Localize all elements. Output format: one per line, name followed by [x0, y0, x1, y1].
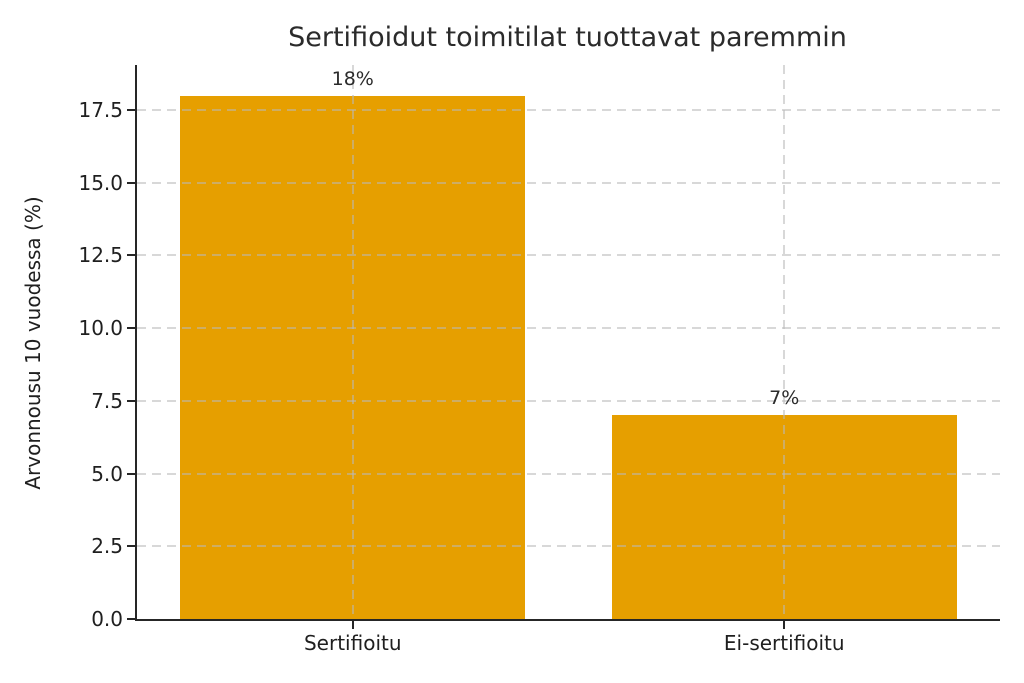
y-tick-mark: [127, 254, 135, 257]
y-tick-label: 5.0: [91, 461, 123, 486]
v-gridline: [351, 65, 354, 619]
y-tick-label: 2.5: [91, 534, 123, 559]
h-gridline: [137, 254, 1000, 257]
h-gridline: [137, 181, 1000, 184]
v-gridline: [783, 65, 786, 619]
y-tick-mark: [127, 545, 135, 548]
y-tick-mark: [127, 327, 135, 330]
plot-area: 0.0 2.5 5.0 7.5 10.0 12.5 15.0 17.5 18% Sertifioi…: [78, 65, 1000, 655]
bar-value-label: 18%: [331, 67, 374, 90]
x-tick-label: Sertifioitu: [303, 631, 402, 655]
x-tick-label: Ei-sertifioitu: [723, 631, 845, 655]
y-axis-label: Arvonnousu 10 vuodessa (%): [21, 196, 45, 490]
h-gridline: [137, 327, 1000, 330]
h-gridline: [137, 109, 1000, 112]
y-tick-label: 7.5: [91, 388, 123, 413]
y-tick-label: 12.5: [78, 243, 123, 268]
y-tick-label: 15.0: [78, 170, 123, 195]
y-tick-mark: [127, 181, 135, 184]
h-gridline: [137, 545, 1000, 548]
y-tick-label: 10.0: [78, 316, 123, 341]
x-tick-mark: [351, 621, 354, 629]
y-tick-mark: [127, 109, 135, 112]
bar-value-label: 7%: [769, 387, 800, 410]
h-gridline: [137, 472, 1000, 475]
y-tick-label: 0.0: [91, 607, 123, 631]
y-tick-label: 17.5: [78, 98, 123, 123]
y-tick-mark: [127, 618, 135, 620]
y-tick-mark: [127, 399, 135, 402]
h-gridline: [137, 399, 1000, 402]
chart-title: Sertifioidut toimitilat tuottavat paremm…: [288, 22, 847, 53]
x-tick-mark: [783, 621, 786, 629]
y-tick-mark: [127, 472, 135, 475]
